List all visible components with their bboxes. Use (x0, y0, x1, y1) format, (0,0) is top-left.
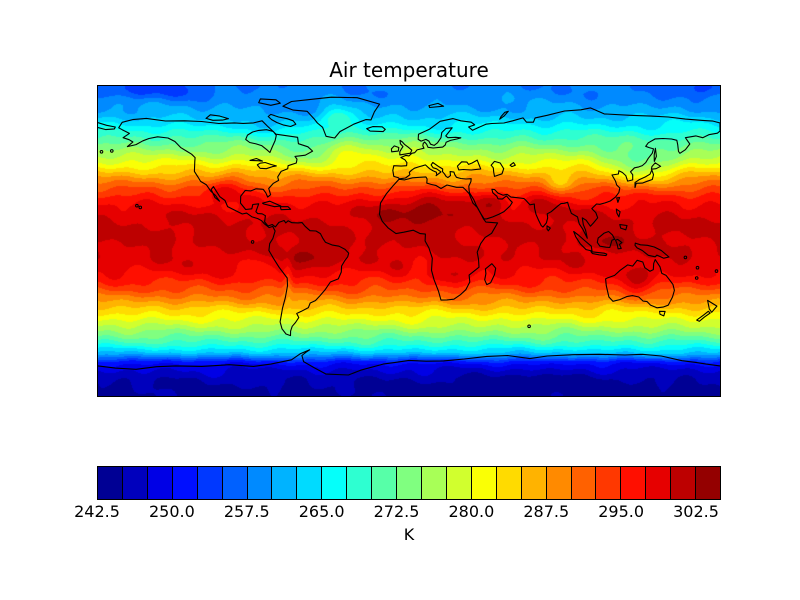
colorbar-tick-labels: 242.5 250.0 257.5 265.0 272.5 280.0 287.5 295.0… (74, 502, 721, 523)
colorbar-segment (421, 467, 447, 499)
colorbar-segment (272, 467, 298, 499)
colorbar-tick-label: 257.5 (223, 502, 270, 521)
colorbar-tick-label: 287.5 (523, 502, 570, 521)
colorbar-segment (671, 467, 697, 499)
colorbar-tick-label: 242.5 (74, 502, 120, 521)
colorbar-segment (197, 467, 223, 499)
colorbar-segment (322, 467, 348, 499)
colorbar-segment (98, 467, 123, 499)
colorbar-tick-label: 295.0 (598, 502, 645, 521)
coastline-path (98, 96, 720, 376)
map-axes (97, 85, 721, 397)
island-dot (135, 203, 139, 208)
island-dot (110, 149, 114, 153)
colorbar (97, 466, 721, 500)
colorbar-segment (347, 467, 373, 499)
coastlines-overlay (98, 96, 720, 376)
colorbar-segment (521, 467, 547, 499)
island-dot (527, 324, 531, 329)
colorbar-segment (546, 467, 572, 499)
colorbar-segment (696, 467, 721, 499)
island-dot (250, 240, 255, 244)
colorbar-segment (297, 467, 323, 499)
plot-title: Air temperature (329, 58, 489, 82)
colorbar-segment (471, 467, 497, 499)
colorbar-segment (397, 467, 422, 499)
colorbar-tick-label: 280.0 (448, 502, 495, 521)
colorbar-segment (372, 467, 398, 499)
colorbar-segment (147, 467, 173, 499)
colorbar-segment (122, 467, 148, 499)
colorbar-segment (621, 467, 647, 499)
island-dot (714, 269, 719, 273)
colorbar-tick-label: 272.5 (373, 502, 420, 521)
colorbar-tick-label: 265.0 (298, 502, 345, 521)
colorbar-segment (446, 467, 472, 499)
island-dot (694, 276, 699, 280)
colorbar-segment (571, 467, 597, 499)
colorbar-unit-label: K (403, 525, 415, 544)
colorbar-tick-label: 250.0 (148, 502, 195, 521)
colorbar-segment (596, 467, 622, 499)
colorbar-tick-label: 302.5 (673, 502, 719, 521)
island-dot (683, 255, 688, 260)
colorbar-segment (247, 467, 273, 499)
colorbar-segment (496, 467, 522, 499)
island-dot (695, 265, 700, 270)
colorbar-segment (172, 467, 198, 499)
island-dot (138, 205, 143, 210)
island-dot (99, 150, 104, 154)
colorbar-segment (222, 467, 248, 499)
colorbar-segment (646, 467, 672, 499)
